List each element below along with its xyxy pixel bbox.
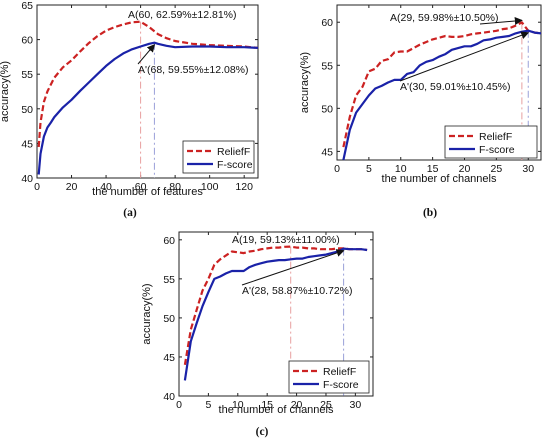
series-line-relieff — [342, 21, 542, 148]
x-tick-label: 30 — [522, 163, 534, 175]
x-axis-label: the number of channels — [382, 173, 497, 185]
annotation-label: A'(30, 59.01%±10.45%) — [400, 81, 511, 93]
annotation-arrow — [137, 43, 156, 65]
annotation-label: A'(68, 59.55%±12.08%) — [138, 64, 249, 76]
x-tick-label: 40 — [100, 181, 112, 193]
y-axis-label: accuracy(%) — [299, 52, 311, 113]
panel-caption: (c) — [256, 426, 269, 438]
legend-box — [444, 125, 538, 159]
annotation-arrow — [241, 249, 345, 286]
annotation-arrow — [479, 17, 523, 25]
x-tick-label: 20 — [459, 163, 471, 175]
y-tick-label: 50 — [163, 313, 175, 325]
y-tick-label: 55 — [321, 60, 333, 72]
series-line-f-score — [342, 29, 542, 161]
x-axis-label: the number of features — [92, 186, 203, 198]
x-tick-label: 15 — [427, 163, 439, 175]
x-tick-label: 25 — [320, 399, 332, 411]
x-tick-label: 0 — [34, 181, 40, 193]
y-tick-label: 65 — [21, 0, 33, 12]
chart-panel-2: 0 5 10 15 20 25 30 45 50 55 60 A(29, 59.98%±10.50%)… — [299, 4, 542, 219]
x-tick-label: 20 — [66, 181, 78, 193]
x-axis-label: the number of channels — [219, 404, 334, 416]
y-axis-label: accuracy(%) — [141, 283, 153, 344]
annotation-label: A(19, 59.13%±11.00%) — [232, 234, 340, 246]
y-tick-label: 45 — [21, 138, 33, 150]
x-tick-label: 60 — [135, 181, 147, 193]
annotation-label: A'(28, 58.87%±10.72%) — [242, 285, 353, 297]
y-tick-label: 55 — [163, 274, 175, 286]
legend-label: ReliefF — [217, 146, 250, 158]
y-tick-label: 55 — [21, 69, 33, 81]
chart-panel-1: 0 20 40 60 80 100 120 40 45 50 55 60 65 A(60, 62.59%±… — [0, 0, 259, 219]
series-line-relieff — [37, 20, 259, 147]
panel-caption: (b) — [423, 207, 437, 219]
series-line-f-score — [37, 41, 259, 175]
y-tick-label: 40 — [163, 391, 175, 403]
x-tick-label: 100 — [201, 181, 219, 193]
x-tick-label: 10 — [395, 163, 407, 175]
y-tick-label: 40 — [21, 173, 33, 185]
y-tick-label: 45 — [163, 352, 175, 364]
annotation-arrow — [399, 31, 530, 82]
x-tick-label: 80 — [169, 181, 181, 193]
x-tick-label: 10 — [232, 399, 244, 411]
series-line-relieff — [183, 245, 368, 365]
annotation-label: A(29, 59.98%±10.50%) — [390, 12, 499, 24]
x-tick-label: 15 — [261, 399, 273, 411]
chart-panel-3: 0 5 10 15 20 25 30 40 45 50 55 60 A(19, 59.13%±11.00… — [141, 231, 374, 438]
legend-box — [288, 360, 370, 394]
annotation-label: A(60, 62.59%±12.81%) — [128, 9, 237, 21]
y-tick-label: 60 — [321, 17, 333, 29]
y-tick-label: 60 — [21, 35, 33, 47]
y-tick-label: 50 — [321, 103, 333, 115]
legend-label: F-score — [217, 159, 253, 171]
x-tick-label: 120 — [235, 181, 253, 193]
panel-caption: (a) — [123, 207, 137, 219]
legend-box — [182, 140, 255, 174]
y-tick-label: 50 — [21, 104, 33, 116]
y-tick-label: 60 — [163, 235, 175, 247]
y-tick-label: 45 — [321, 146, 333, 158]
x-tick-label: 5 — [366, 163, 372, 175]
x-tick-label: 25 — [491, 163, 503, 175]
legend-label: F-score — [479, 144, 515, 156]
x-tick-label: 0 — [334, 163, 340, 175]
legend-label: F-score — [323, 379, 359, 391]
x-tick-label: 30 — [350, 399, 362, 411]
legend-label: ReliefF — [323, 366, 356, 378]
y-axis-label: accuracy(%) — [0, 61, 11, 122]
legend-label: ReliefF — [479, 131, 512, 143]
x-tick-label: 0 — [176, 399, 182, 411]
x-tick-label: 5 — [205, 399, 211, 411]
x-tick-label: 20 — [291, 399, 303, 411]
